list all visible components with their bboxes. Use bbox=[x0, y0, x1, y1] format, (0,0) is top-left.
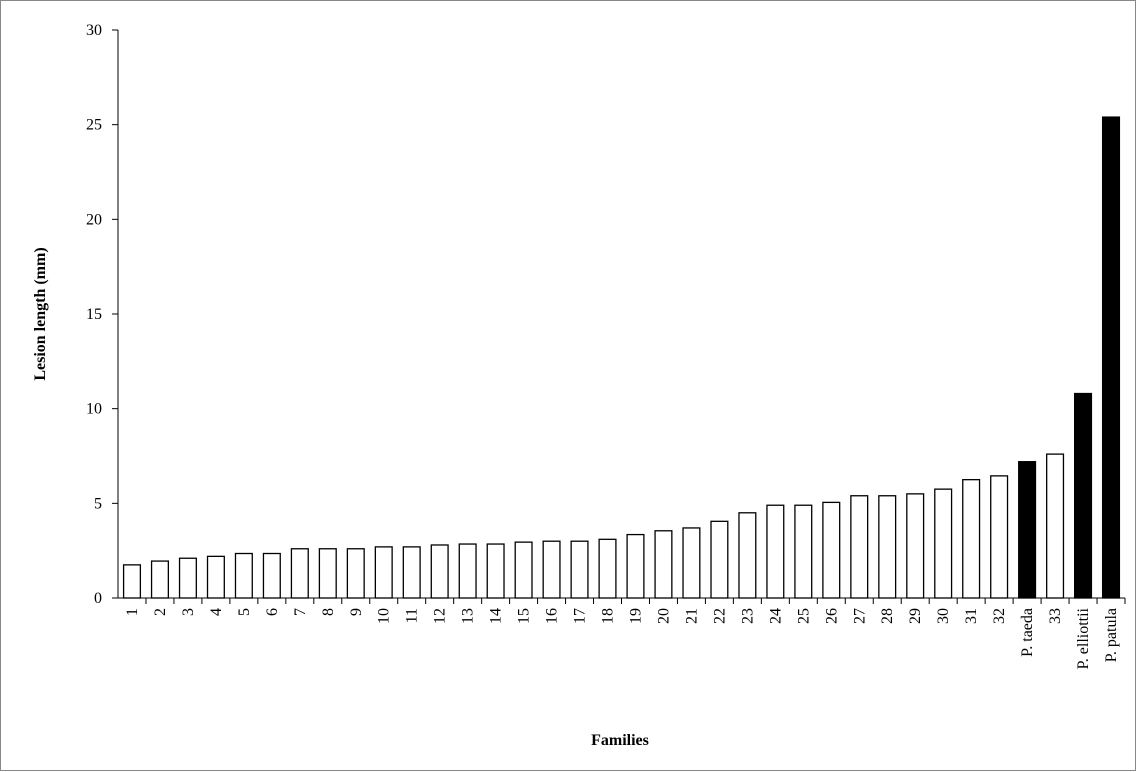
bar bbox=[990, 475, 1009, 599]
bar bbox=[150, 560, 169, 599]
y-axis-title: Lesion length (mm) bbox=[32, 247, 49, 380]
x-axis-title: Families bbox=[591, 732, 649, 749]
x-tick-label: 7 bbox=[292, 608, 309, 616]
y-tick-label: 15 bbox=[86, 306, 102, 323]
bar bbox=[430, 544, 449, 599]
x-tick-label: 9 bbox=[348, 608, 365, 616]
bar bbox=[1046, 453, 1065, 599]
bar bbox=[234, 552, 253, 599]
x-tick-label: 12 bbox=[432, 608, 449, 624]
x-tick-label: 20 bbox=[655, 608, 672, 624]
bar bbox=[682, 527, 701, 599]
bar bbox=[486, 543, 505, 599]
bar bbox=[738, 512, 757, 599]
x-tick-label: 10 bbox=[376, 608, 393, 624]
x-tick-label: 23 bbox=[739, 608, 756, 624]
x-tick-label: 25 bbox=[795, 608, 812, 624]
x-tick-label: 33 bbox=[1047, 608, 1064, 624]
x-tick-label: P. elliottii bbox=[1075, 607, 1092, 669]
x-tick-label: 8 bbox=[320, 608, 337, 616]
x-tick-label: 26 bbox=[823, 608, 840, 624]
bar bbox=[878, 495, 897, 599]
y-tick-label: 30 bbox=[86, 22, 102, 39]
bar bbox=[1018, 461, 1037, 599]
x-tick-label: 22 bbox=[711, 608, 728, 624]
y-tick-label: 20 bbox=[86, 211, 102, 228]
x-tick-label: 16 bbox=[544, 608, 561, 624]
x-tick-label: 32 bbox=[991, 608, 1008, 624]
x-tick-label: 27 bbox=[851, 608, 868, 624]
x-tick-label: 11 bbox=[404, 608, 421, 623]
bar bbox=[262, 552, 281, 599]
x-tick-label: 21 bbox=[683, 608, 700, 624]
y-tick-label: 0 bbox=[94, 590, 102, 607]
bar bbox=[822, 501, 841, 599]
x-tick-label: 15 bbox=[516, 608, 533, 624]
x-tick-label: 1 bbox=[124, 608, 141, 616]
bar bbox=[906, 493, 925, 599]
x-tick-label: 31 bbox=[963, 608, 980, 624]
x-tick-label: 2 bbox=[152, 608, 169, 616]
bar bbox=[1101, 116, 1121, 599]
bar bbox=[962, 479, 981, 599]
x-tick-label: 18 bbox=[600, 608, 617, 624]
bar bbox=[290, 548, 309, 599]
bar bbox=[626, 533, 645, 599]
x-tick-label: 6 bbox=[264, 608, 281, 616]
x-tick-label: 17 bbox=[572, 608, 589, 624]
bar bbox=[374, 546, 393, 599]
bar bbox=[402, 546, 421, 599]
bar bbox=[654, 530, 673, 599]
y-tick-label: 25 bbox=[86, 117, 102, 134]
bar bbox=[206, 555, 225, 599]
x-tick-label: 29 bbox=[907, 608, 924, 624]
bar bbox=[458, 543, 477, 599]
bar bbox=[1074, 392, 1093, 599]
bar bbox=[318, 548, 337, 599]
bar bbox=[794, 504, 813, 599]
y-tick-label: 10 bbox=[86, 401, 102, 418]
x-tick-label: 30 bbox=[935, 608, 952, 624]
y-tick-label: 5 bbox=[94, 495, 102, 512]
bar bbox=[934, 488, 953, 599]
x-tick-label: 4 bbox=[208, 608, 225, 616]
x-tick-label: 19 bbox=[627, 608, 644, 624]
x-tick-label: 28 bbox=[879, 608, 896, 624]
x-tick-label: 24 bbox=[767, 608, 784, 624]
bar bbox=[514, 541, 533, 599]
x-tick-label: P. taeda bbox=[1019, 608, 1036, 657]
bar bbox=[122, 564, 142, 599]
x-tick-label: P. patula bbox=[1103, 608, 1120, 662]
x-tick-label: 14 bbox=[488, 608, 505, 624]
x-tick-label: 3 bbox=[180, 608, 197, 616]
bar bbox=[850, 495, 869, 599]
bar bbox=[178, 557, 197, 599]
bar bbox=[598, 538, 617, 599]
bar bbox=[346, 548, 365, 599]
bar bbox=[542, 540, 561, 599]
x-tick-label: 13 bbox=[460, 608, 477, 624]
bar bbox=[710, 520, 729, 599]
bar bbox=[766, 504, 785, 599]
bar bbox=[570, 540, 589, 599]
x-tick-label: 5 bbox=[236, 608, 253, 616]
